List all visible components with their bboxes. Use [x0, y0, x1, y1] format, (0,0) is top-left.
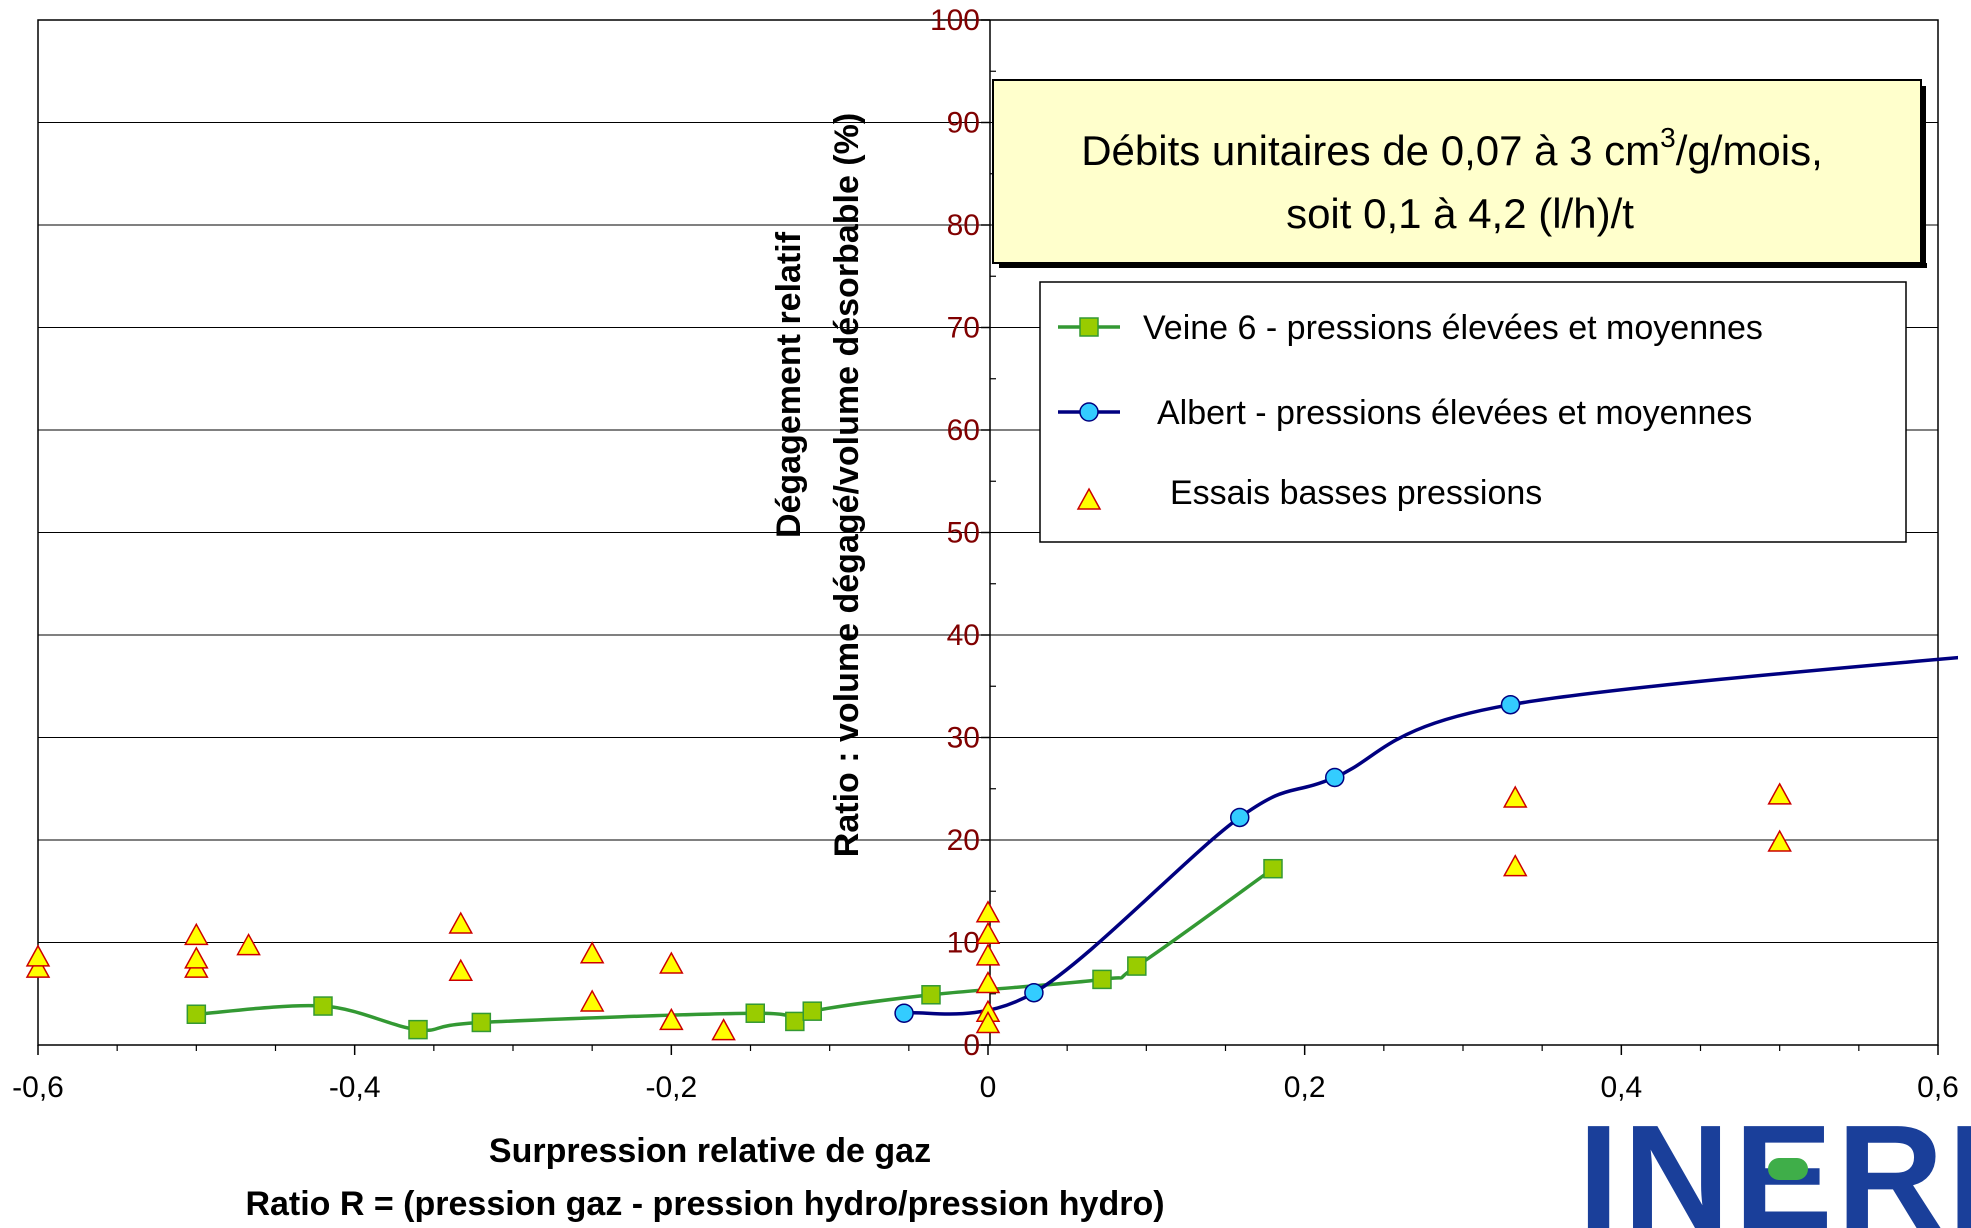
y-tick-label: 90: [947, 107, 980, 140]
data-point: [975, 943, 1001, 966]
data-point: [448, 958, 474, 981]
y-axis: 0 10 20 30 40 50 60 70 80 90 100: [930, 4, 996, 1062]
data-point: [659, 951, 684, 974]
data-point: [1092, 969, 1112, 990]
y-tick-label: 10: [947, 927, 980, 960]
x-tick-label: -0,4: [329, 1071, 381, 1104]
series-layer: [25, 655, 1958, 1041]
data-point: [711, 1018, 736, 1041]
legend-label: Veine 6 - pressions élevées et moyennes: [1143, 309, 1763, 347]
data-point: [579, 989, 605, 1012]
legend-marker: [1079, 402, 1099, 422]
y-tick-label: 40: [947, 619, 980, 652]
data-point: [186, 1004, 207, 1024]
y-axis-title-2: Ratio : volume dégagé/volume désorbable …: [828, 113, 866, 857]
annotation-line-2: soit 0,1 à 4,2 (l/h)/t: [1286, 190, 1634, 237]
series-circle: [894, 655, 1958, 1023]
series-square: [186, 858, 1283, 1040]
data-point: [184, 946, 209, 969]
x-axis: -0,6 -0,4 -0,2 0 0,2 0,4 0,6: [12, 1045, 1959, 1104]
data-point: [184, 922, 209, 946]
x-tick-label: 0: [980, 1071, 997, 1104]
x-axis-title: Surpression relative de gaz: [489, 1132, 931, 1170]
data-point: [921, 985, 941, 1005]
annotation-line-1: Débits unitaires de 0,07 à 3 cm3/g/mois,: [1081, 122, 1823, 174]
x-axis-title-2: Ratio R = (pression gaz - pression hydro…: [245, 1185, 1164, 1223]
data-point: [975, 1010, 1001, 1034]
y-tick-label: 60: [947, 414, 980, 447]
data-point: [1502, 785, 1528, 808]
legend-label: Albert - pressions élevées et moyennes: [1157, 394, 1752, 432]
y-tick-label: 0: [963, 1029, 980, 1062]
y-axis-title: Dégagement relatif: [770, 231, 808, 538]
data-point: [659, 1007, 684, 1031]
data-point: [25, 944, 51, 967]
data-point: [236, 933, 261, 956]
logo-accent: [1768, 1158, 1808, 1180]
legend-marker: [1079, 317, 1099, 337]
data-point: [745, 1003, 765, 1023]
data-point: [1325, 767, 1345, 788]
data-point: [785, 1011, 805, 1032]
x-tick-label: 0,4: [1600, 1071, 1642, 1104]
data-point: [1767, 782, 1792, 805]
y-tick-label: 20: [947, 824, 980, 857]
data-point: [1024, 982, 1044, 1003]
y-tick-label: 50: [947, 517, 980, 550]
data-point: [313, 996, 333, 1016]
data-point: [1767, 829, 1792, 852]
series-triangle: [25, 782, 1792, 1041]
legend-marker: [1076, 487, 1102, 510]
data-point: [408, 1019, 428, 1040]
x-tick-label: 0,6: [1917, 1071, 1959, 1104]
legend-label: Essais basses pressions: [1170, 474, 1542, 512]
data-point: [579, 941, 605, 964]
annotation-box: Débits unitaires de 0,07 à 3 cm3/g/mois,…: [992, 79, 1927, 268]
data-point: [1502, 854, 1528, 877]
x-tick-label: -0,2: [645, 1071, 697, 1104]
data-point: [1127, 956, 1147, 976]
data-point: [802, 1001, 822, 1021]
data-point: [1500, 694, 1521, 715]
x-tick-label: -0,6: [12, 1071, 64, 1104]
data-point: [471, 1012, 492, 1033]
data-point: [1263, 858, 1283, 879]
y-tick-label: 80: [947, 209, 980, 242]
x-tick-label: 0,2: [1284, 1071, 1326, 1104]
data-point: [448, 911, 474, 934]
y-tick-label: 100: [930, 4, 980, 37]
data-point: [975, 970, 1001, 994]
legend: Veine 6 - pressions élevées et moyennes A…: [1039, 281, 1907, 543]
y-tick-label: 30: [947, 722, 980, 755]
data-point: [1230, 807, 1250, 828]
y-tick-label: 70: [947, 312, 980, 345]
data-point: [25, 955, 51, 978]
data-point: [894, 1003, 914, 1023]
